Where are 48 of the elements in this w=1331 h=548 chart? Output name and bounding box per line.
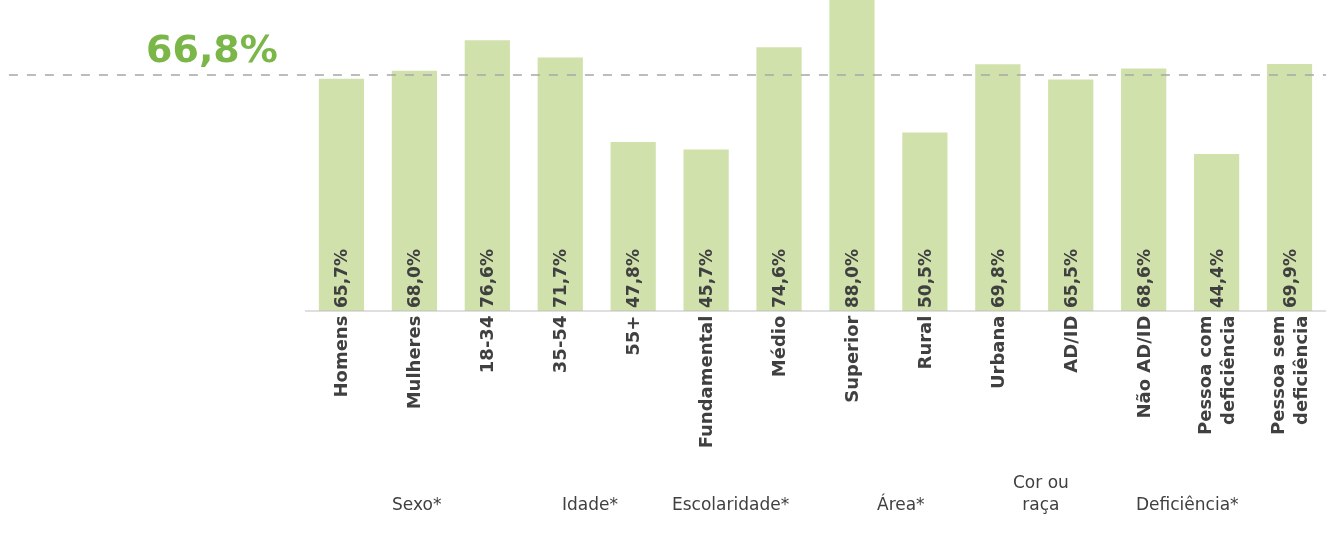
x-tick-label: Homens bbox=[330, 315, 352, 398]
text: Idade* bbox=[562, 494, 618, 514]
x-tick-label: Mulheres bbox=[403, 315, 425, 410]
x-tick-label: 18-34 bbox=[476, 315, 498, 374]
text: Área* bbox=[877, 493, 925, 514]
ref-line-label: 66,8% bbox=[146, 27, 278, 71]
bar bbox=[1194, 154, 1240, 311]
data-label: 69,8% bbox=[987, 249, 1008, 308]
x-tick-label: Urbana bbox=[986, 315, 1008, 390]
bar bbox=[610, 142, 656, 311]
data-label: 47,8% bbox=[623, 249, 644, 308]
data-label: 44,4% bbox=[1206, 249, 1227, 308]
bar bbox=[391, 70, 437, 311]
bar bbox=[683, 149, 729, 311]
bar bbox=[1266, 63, 1313, 311]
data-label: 74,6% bbox=[769, 249, 790, 308]
x-tick-label: Superior bbox=[840, 315, 862, 403]
x-tick-label: AD/ID bbox=[1059, 315, 1081, 373]
bar bbox=[318, 78, 365, 311]
data-label: 65,7% bbox=[331, 249, 352, 308]
data-label: 50,5% bbox=[914, 249, 935, 308]
x-tick-label: 55+ bbox=[622, 315, 644, 356]
data-label: 69,9% bbox=[1279, 249, 1300, 308]
x-tick-label: Pessoa com deficiência bbox=[1193, 315, 1239, 436]
text: Deficiência* bbox=[1136, 494, 1239, 514]
data-label: 65,5% bbox=[1060, 249, 1081, 308]
text: Cor ou raça bbox=[1013, 472, 1069, 515]
data-label: 68,0% bbox=[404, 249, 425, 308]
bar bbox=[537, 57, 583, 311]
x-tick-label: Rural bbox=[913, 315, 935, 370]
bar bbox=[756, 47, 802, 311]
data-label: 68,6% bbox=[1133, 249, 1154, 308]
bar bbox=[1048, 79, 1094, 311]
bar bbox=[829, 0, 875, 311]
x-tick-label: Médio bbox=[767, 315, 789, 378]
data-label: 71,7% bbox=[550, 249, 571, 308]
data-label: 76,6% bbox=[477, 249, 498, 308]
bar bbox=[464, 40, 510, 311]
bar bbox=[1121, 68, 1167, 311]
x-tick-label: Fundamental bbox=[694, 315, 716, 449]
text: Escolaridade* bbox=[672, 494, 790, 514]
data-label: 45,7% bbox=[696, 249, 717, 308]
data-label: 88,0% bbox=[841, 249, 862, 308]
x-tick-label: 35-54 bbox=[549, 315, 571, 374]
text: Sexo* bbox=[392, 494, 442, 514]
bar bbox=[975, 64, 1021, 311]
bar bbox=[902, 132, 948, 311]
x-tick-label: Não AD/ID bbox=[1132, 315, 1154, 419]
